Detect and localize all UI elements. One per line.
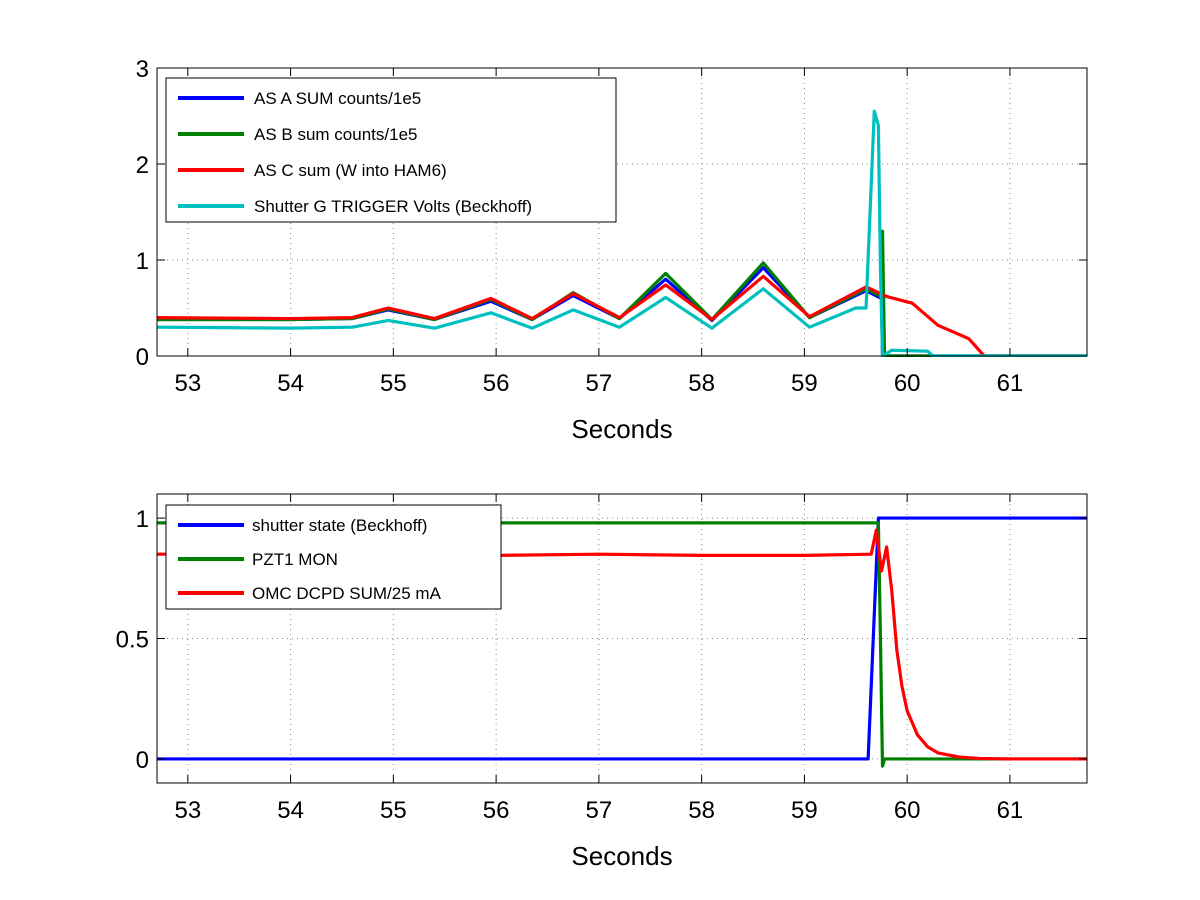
axes-frame [156, 67, 1088, 357]
x-tick-label: 58 [688, 797, 715, 824]
x-tick-label: 58 [688, 370, 715, 397]
x-tick-label: 56 [483, 370, 510, 397]
x-tick-label: 57 [586, 370, 613, 397]
x-tick-label: 56 [483, 797, 510, 824]
x-tick-label: 55 [380, 370, 407, 397]
legend-box [165, 77, 617, 223]
series-line-3 [157, 109, 1087, 357]
x-tick-label: 61 [997, 370, 1024, 397]
x-tick-label: 55 [380, 797, 407, 824]
y-tick-label: 0.5 [116, 627, 149, 654]
y-tick-label: 0 [136, 747, 149, 774]
x-axis-label: Seconds [571, 841, 672, 871]
x-tick-label: 53 [174, 797, 201, 824]
series-line-1 [157, 521, 1087, 768]
top-panel: 53 54 55 56 57 58 59 60 61 0 1 2 3 Seconds AS A SUM co… [136, 56, 1088, 444]
y-tick-label: 3 [136, 56, 149, 83]
series-line-2 [157, 528, 1087, 761]
x-tick-label: 60 [894, 370, 921, 397]
bottom-panel: 53 54 55 56 57 58 59 60 61 0 0.5 1 Seconds shutter st… [116, 493, 1088, 871]
x-tick-label: 59 [791, 370, 818, 397]
y-tick-label: 2 [136, 152, 149, 179]
legend-label: Shutter G TRIGGER Volts (Beckhoff) [254, 197, 532, 216]
legend-label: AS A SUM counts/1e5 [254, 89, 421, 108]
legend-label: AS C sum (W into HAM6) [254, 161, 447, 180]
legend-label: shutter state (Beckhoff) [252, 516, 427, 535]
legend-label: PZT1 MON [252, 550, 338, 569]
series-line-2 [157, 274, 1087, 357]
x-tick-label: 61 [997, 797, 1024, 824]
x-tick-label: 59 [791, 797, 818, 824]
y-tick-label: 1 [136, 248, 149, 275]
y-tick-label: 0 [136, 344, 149, 371]
x-tick-label: 54 [277, 370, 304, 397]
x-tick-label: 57 [586, 797, 613, 824]
x-tick-label: 53 [174, 370, 201, 397]
x-tick-label: 54 [277, 797, 304, 824]
y-tick-label: 1 [136, 506, 149, 533]
x-tick-label: 60 [894, 797, 921, 824]
legend-label: AS B sum counts/1e5 [254, 125, 417, 144]
legend: shutter state (Beckhoff) PZT1 MON OMC DCPD… [165, 504, 502, 610]
x-axis-label: Seconds [571, 414, 672, 444]
legend-label: OMC DCPD SUM/25 mA [252, 584, 442, 603]
series-line-0 [157, 516, 1087, 761]
legend: AS A SUM counts/1e5 AS B sum counts/1e5 AS… [165, 77, 617, 223]
